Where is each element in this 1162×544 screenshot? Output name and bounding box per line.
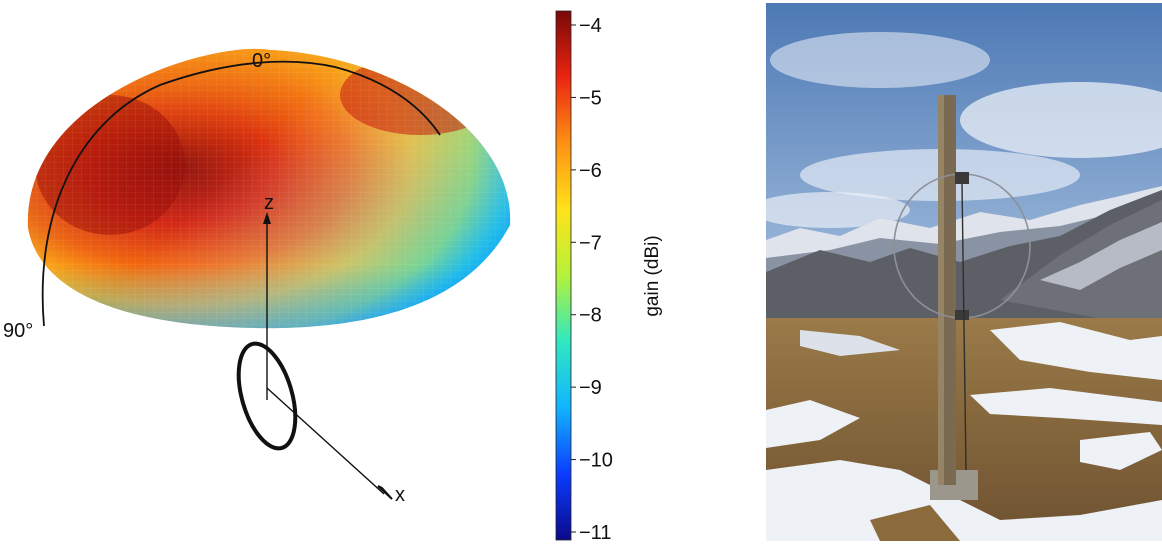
radiation-pattern-dome [27,48,511,329]
snow-patch [766,400,860,448]
colorbar-label: gain (dBi) [642,235,663,316]
snow-patch [970,388,1162,425]
loop-antenna [236,341,298,451]
colorbar-tick-label: −5 [579,87,602,109]
colorbar-tick-label: −10 [579,450,613,472]
colorbar-tick-label: −4 [579,15,602,37]
z-axis [263,212,271,400]
angle-ninety-label: 90° [3,320,33,342]
colorbar-tick-label: −7 [579,232,602,254]
antenna-photo [766,3,1162,541]
snow-patch [870,505,960,541]
snow-patch [766,460,1162,541]
colorbar-tick-label: −6 [579,160,602,182]
x-axis [266,387,393,500]
colorbar: −4 −5 −6 −7 −8 −9 −10 −11 [555,10,613,544]
z-axis-label: z [264,192,274,214]
colorbar-tick-label: −8 [579,305,602,327]
angle-zero-label: 0° [252,50,271,72]
colorbar-tick-label: −9 [579,377,602,399]
snow-patch [800,330,900,356]
elevation-arc [41,60,441,327]
colorbar-gradient [555,10,572,541]
snow-patch [1080,432,1162,470]
colorbar-tick-label: −11 [579,522,611,544]
snow-patch [990,322,1162,380]
x-axis-label: x [395,484,405,506]
